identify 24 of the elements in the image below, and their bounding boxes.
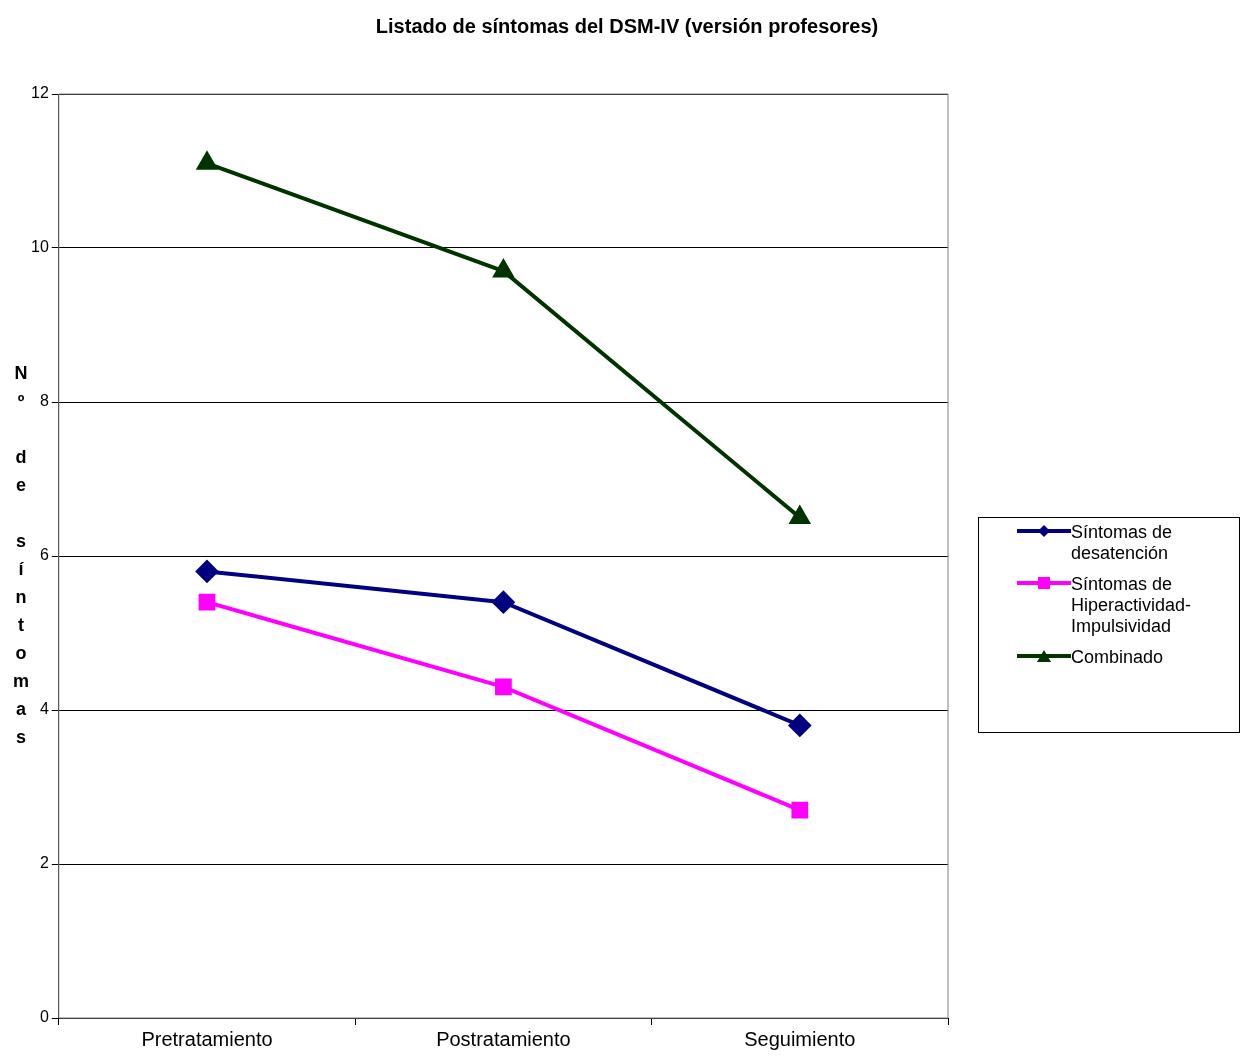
y-tick-label: 6 xyxy=(39,546,49,564)
x-tick-label: Pretratamiento xyxy=(141,1027,273,1050)
point xyxy=(196,560,218,583)
chart-title: Listado de síntomas del DSM-IV (versión profesores) xyxy=(375,14,879,37)
y-tick-label: 0 xyxy=(39,1008,49,1026)
y-tick-label: 12 xyxy=(31,84,49,102)
point xyxy=(198,593,216,611)
point xyxy=(493,260,514,278)
point xyxy=(197,152,217,170)
point xyxy=(495,678,512,696)
legend-label: Síntomas de Hiperactividad-Impulsividad xyxy=(1071,574,1193,637)
point xyxy=(791,801,809,819)
point xyxy=(788,714,811,737)
legend-label: Combinado xyxy=(1071,647,1165,668)
y-tick-label: 4 xyxy=(39,700,49,718)
y-tick-label: 2 xyxy=(39,854,49,872)
legend-label: Síntomas de desatención xyxy=(1071,522,1174,564)
point xyxy=(492,591,515,614)
text: Nº de síntomas xyxy=(12,362,30,747)
point xyxy=(790,506,810,524)
y-tick-label: 8 xyxy=(39,392,49,410)
x-tick-label: Seguimiento xyxy=(744,1027,856,1050)
x-tick-label: Postratamiento xyxy=(436,1027,571,1050)
y-tick-label: 10 xyxy=(31,238,49,256)
